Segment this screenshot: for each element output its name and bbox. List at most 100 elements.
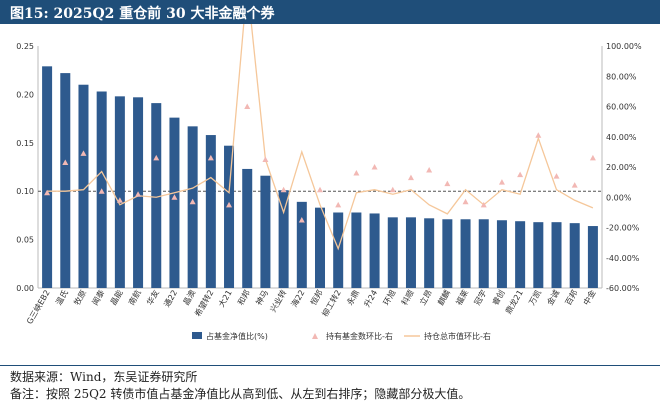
category-label: 闻泰 — [90, 288, 107, 307]
right-tick-label: -60.00% — [606, 284, 640, 293]
fund-count-marker — [317, 186, 323, 193]
fund-count-marker — [226, 201, 233, 208]
bar — [369, 213, 380, 288]
chart: 0.00 0.05 0.10 0.15 0.20 0.25 100.00% 80.00% 60.… — [16, 24, 642, 341]
left-tick-label: 0.00 — [16, 284, 34, 293]
category-label: 通22 — [161, 288, 179, 309]
fund-count-marker — [498, 179, 505, 185]
fund-count-marker — [171, 194, 178, 200]
fund-count-marker — [480, 201, 487, 208]
right-tick-label: 60.00% — [606, 103, 637, 112]
right-tick-label: 80.00% — [606, 72, 637, 81]
fund-count-marker — [553, 173, 560, 179]
left-tick-label: 0.15 — [16, 139, 34, 148]
bar — [442, 219, 453, 288]
bar — [60, 73, 71, 288]
figure-title: 图15: 2025Q2 重仓前 30 大非金融个券 — [10, 6, 275, 22]
category-label: 麒麟 — [435, 288, 452, 307]
bar — [387, 217, 398, 288]
bar — [533, 222, 544, 288]
fund-count-marker — [389, 186, 396, 193]
category-label: 鼎龙21 — [503, 288, 525, 316]
figure-title-bar: 图15: 2025Q2 重仓前 30 大非金融个券 — [0, 0, 660, 24]
bar — [278, 190, 289, 288]
legend-bar-label: 占基金净值比(%) — [206, 331, 268, 341]
category-label: 金诚 — [545, 288, 562, 307]
category-label: 万凯 — [526, 288, 543, 307]
category-label: 科顺 — [399, 288, 416, 307]
category-label: 兴业转 — [268, 288, 289, 314]
bar — [460, 219, 471, 288]
bar — [187, 126, 198, 289]
bar — [424, 218, 435, 288]
category-label: 立昂 — [417, 288, 434, 307]
category-label: 睿创 — [490, 288, 507, 307]
bar — [351, 212, 362, 288]
fund-count-marker — [153, 154, 160, 161]
fund-count-marker — [116, 197, 123, 203]
category-label: 晶能 — [108, 288, 125, 307]
category-label: 永鼎 — [344, 288, 361, 307]
left-tick-label: 0.25 — [16, 42, 34, 51]
fund-count-marker — [298, 216, 305, 223]
fund-count-marker — [371, 164, 378, 170]
fund-count-marker — [335, 201, 342, 208]
right-tick-label: -40.00% — [606, 254, 640, 263]
bar — [78, 84, 89, 288]
left-tick-label: 0.05 — [16, 236, 34, 245]
fund-count-marker — [407, 174, 414, 181]
fund-count-marker — [517, 171, 524, 178]
bar — [296, 201, 307, 288]
fund-count-marker — [426, 167, 433, 173]
category-label: 冠宇 — [472, 288, 489, 307]
legend-triangle-label: 持有基金数环比-右 — [326, 331, 393, 341]
bar — [260, 175, 271, 288]
category-label: 神马 — [253, 288, 270, 307]
category-label: 牧原 — [72, 288, 89, 307]
category-label: 华友 — [144, 288, 161, 307]
bar — [224, 145, 235, 288]
bar — [114, 96, 125, 288]
category-label: G三峡EB2 — [24, 288, 52, 326]
legend-bar-swatch — [192, 332, 202, 339]
fund-count-marker — [280, 186, 287, 193]
fund-count-marker — [462, 198, 469, 205]
fund-count-marker — [62, 159, 69, 165]
fund-count-marker — [189, 198, 196, 205]
bar — [496, 220, 507, 288]
left-tick-label: 0.10 — [16, 187, 34, 196]
bar — [569, 223, 580, 288]
fund-count-marker — [444, 180, 451, 187]
category-label: 环旭 — [381, 288, 398, 307]
fund-count-marker — [44, 189, 51, 196]
fund-count-marker — [207, 154, 214, 161]
bar — [551, 222, 562, 288]
bar — [587, 226, 598, 288]
bar — [405, 217, 416, 288]
fund-count-marker — [80, 150, 87, 156]
bar — [169, 117, 180, 288]
bar — [478, 219, 489, 288]
fund-count-marker — [571, 182, 578, 188]
category-label: 海22 — [289, 288, 307, 309]
category-label: 福莱 — [454, 288, 471, 307]
category-label: 温氏 — [54, 289, 70, 307]
category-label: 恒邦 — [308, 288, 325, 307]
right-tick-label: -20.00% — [606, 224, 640, 233]
right-tick-label: 0.00% — [606, 193, 632, 202]
bar — [205, 135, 216, 288]
fund-count-marker — [135, 191, 142, 197]
legend-line-label: 持仓总市值环比-右 — [424, 331, 491, 341]
source-note: 数据来源：Wind，东吴证券研究所 — [10, 370, 198, 384]
bar — [515, 221, 526, 288]
category-label: 升24 — [362, 289, 379, 309]
right-tick-label: 100.00% — [606, 42, 642, 51]
legend-triangle-swatch — [312, 333, 318, 339]
fund-count-marker — [244, 103, 251, 109]
bar — [314, 207, 326, 288]
category-label: 南航 — [126, 288, 143, 307]
category-label: 大21 — [216, 288, 234, 309]
fund-count-marker — [98, 188, 105, 194]
left-tick-label: 0.20 — [16, 90, 34, 99]
bar — [151, 103, 162, 288]
